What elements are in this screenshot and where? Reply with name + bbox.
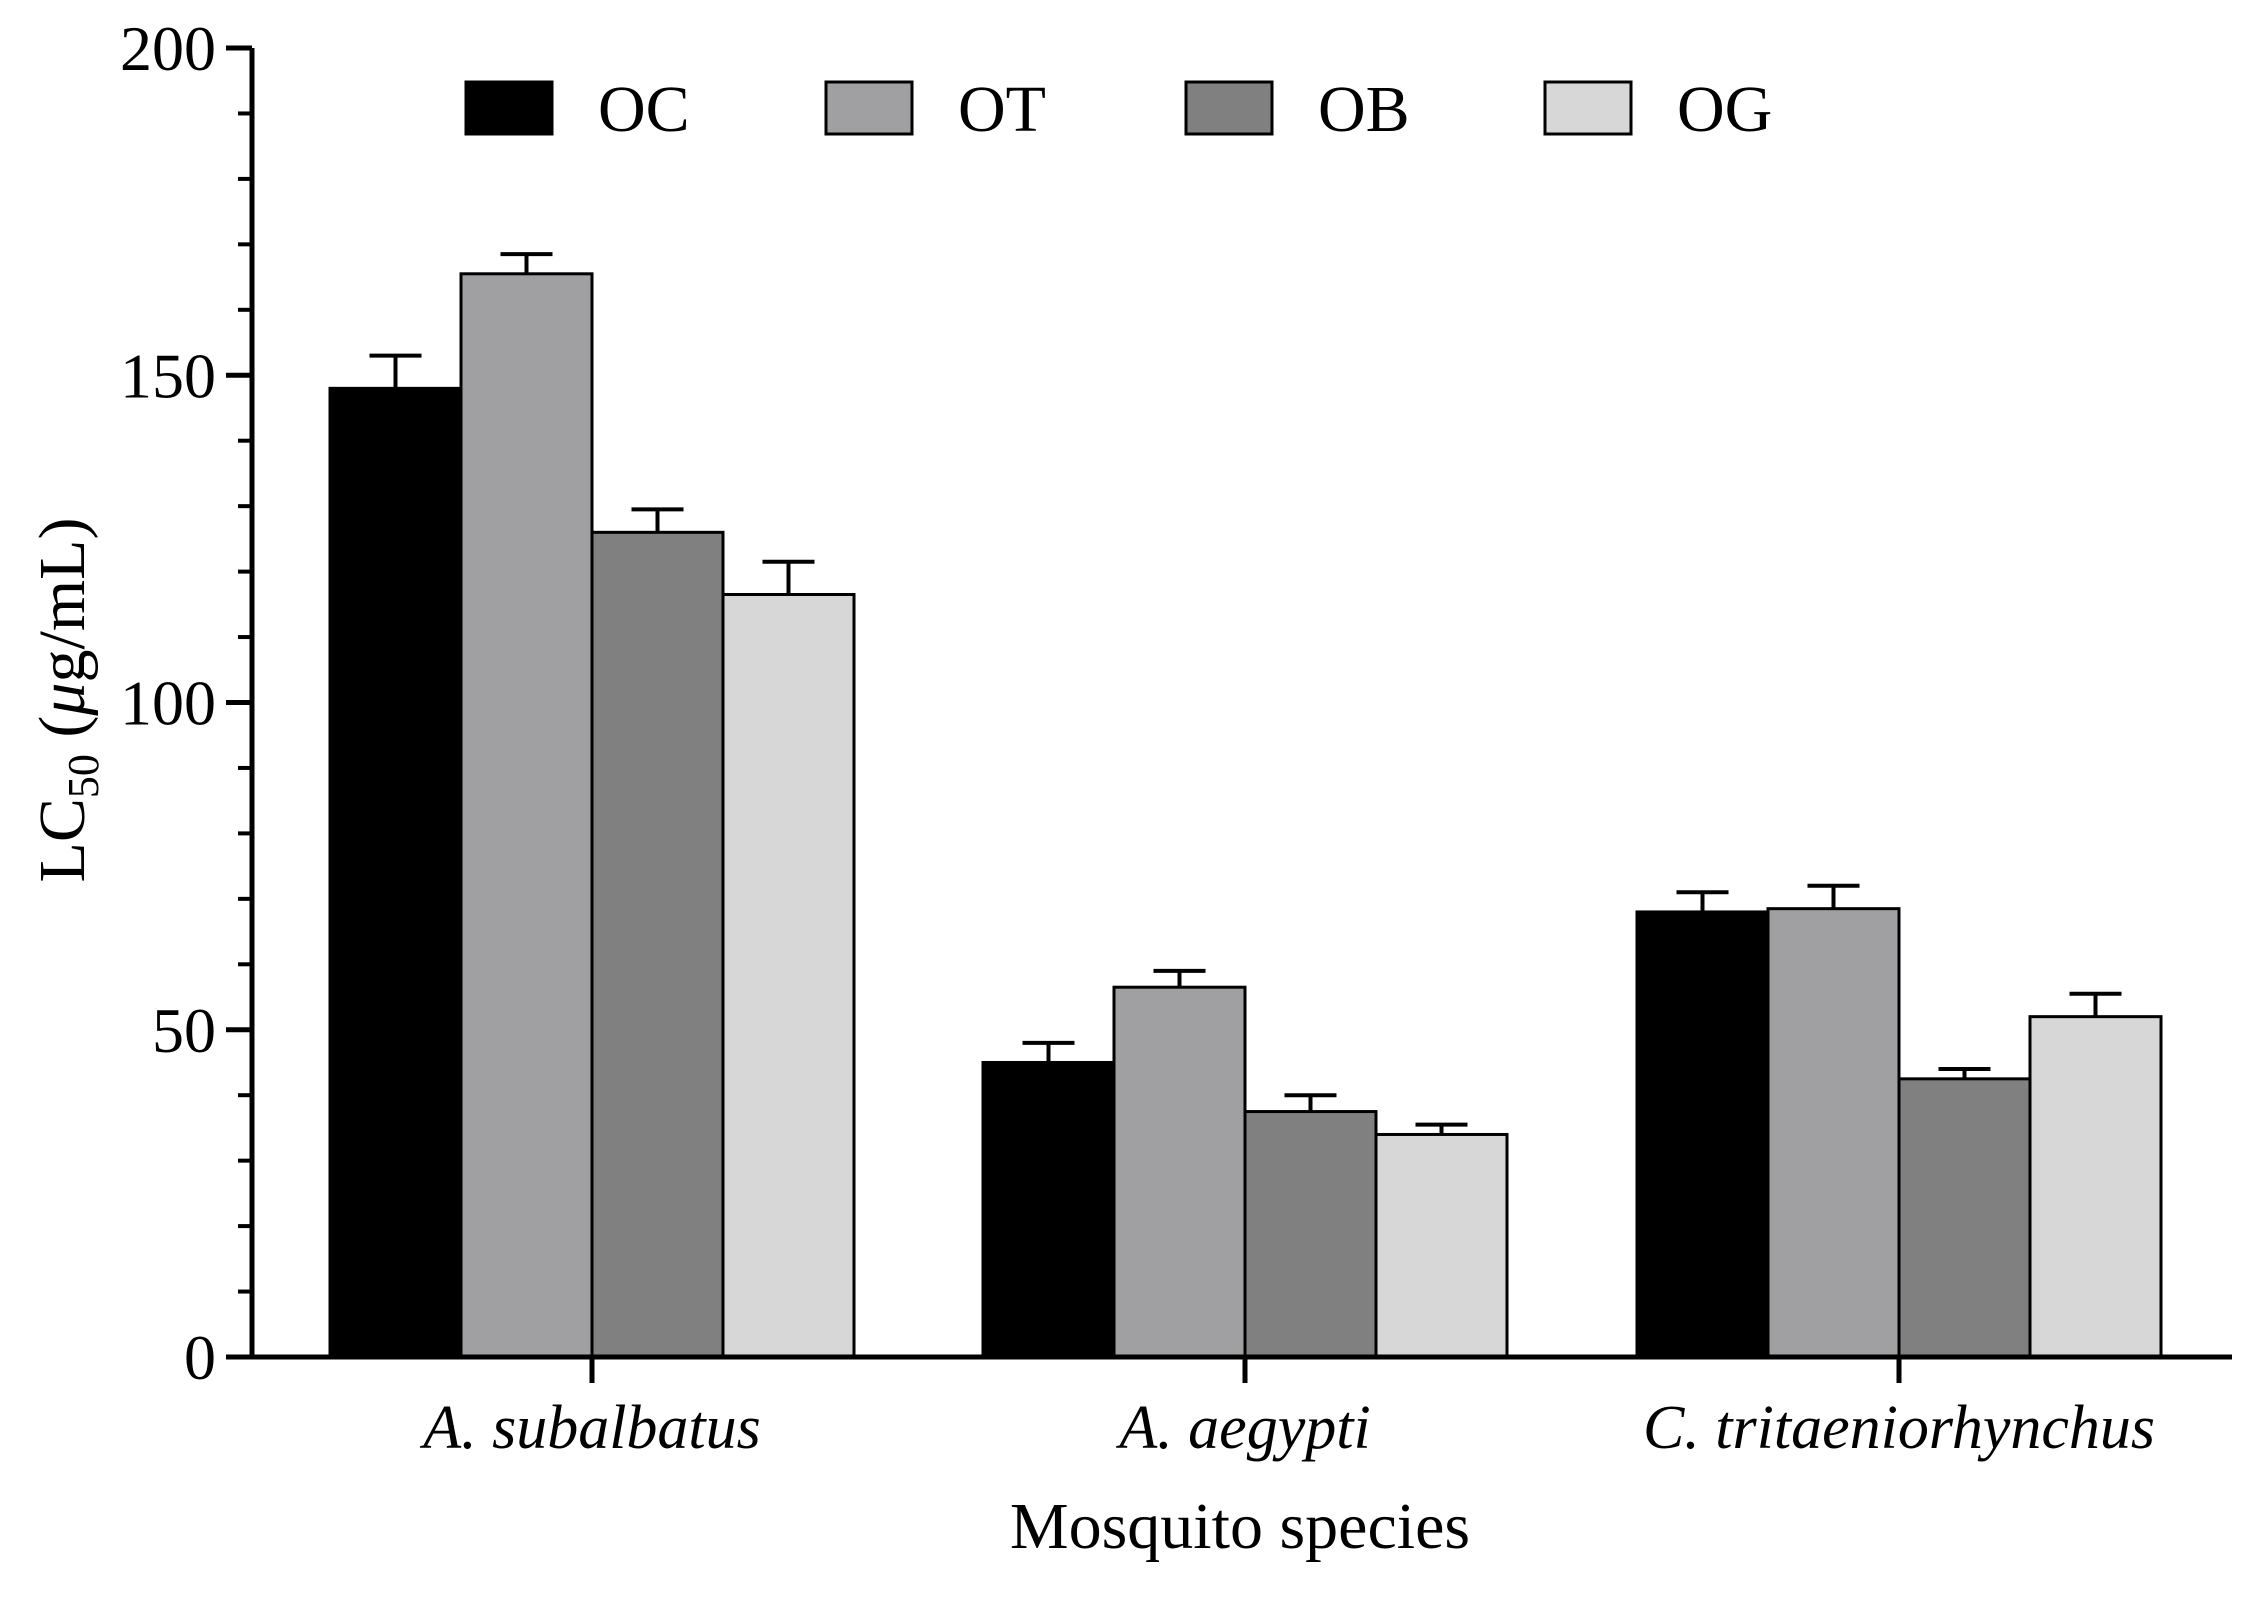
bar-og-2 xyxy=(2028,1015,2163,1359)
y-axis-title-subscript: 50 xyxy=(59,754,108,798)
legend-label-ot: OT xyxy=(958,73,1046,146)
bar-oc-1 xyxy=(981,1060,1116,1359)
bar-oc-2 xyxy=(1635,910,1770,1359)
y-tick-label-100: 100 xyxy=(120,668,216,739)
bar-ob-2 xyxy=(1897,1077,2032,1359)
bars-layer xyxy=(328,252,2163,1359)
labels-layer: 0 50 100 150 200 A. subalbatus A. aegypti C. tr… xyxy=(120,13,2155,1462)
y-tick-label-150: 150 xyxy=(120,340,216,411)
bar-og-1 xyxy=(1374,1132,1509,1359)
axes-layer xyxy=(226,45,2232,1383)
y-axis-title-main: LC xyxy=(26,798,99,882)
y-axis-title-unit-rest: g/mL) xyxy=(26,518,99,683)
legend-label-oc: OC xyxy=(598,73,690,146)
y-tick-label-0: 0 xyxy=(184,1322,216,1393)
bar-ot-1 xyxy=(1112,985,1247,1359)
legend-swatch-oc xyxy=(464,80,554,136)
bar-ob-0 xyxy=(590,530,725,1359)
legend-swatch-ot xyxy=(824,80,914,136)
y-tick-label-200: 200 xyxy=(120,13,216,84)
legend-label-og: OG xyxy=(1677,73,1772,146)
x-tick-label-1: A. aegypti xyxy=(1115,1394,1370,1462)
x-tick-label-2: C. tritaeniorhynchus xyxy=(1643,1394,2155,1462)
y-axis-title-unit-open: ( xyxy=(26,716,99,754)
legend-label-ob: OB xyxy=(1318,73,1410,146)
y-tick-label-50: 50 xyxy=(152,995,216,1066)
y-axis-title-unit-mu: μ xyxy=(26,683,99,717)
bar-og-0 xyxy=(721,593,856,1359)
y-axis-title: LC50 (μg/mL) xyxy=(26,518,108,883)
legend-swatch-ob xyxy=(1184,80,1274,136)
legend: OC OT OB OG xyxy=(464,73,1772,146)
legend-swatch-og xyxy=(1543,80,1633,136)
x-axis-title: Mosquito species xyxy=(1010,1490,1470,1563)
x-tick-label-0: A. subalbatus xyxy=(419,1394,761,1462)
bar-ob-1 xyxy=(1243,1110,1378,1359)
bar-ot-2 xyxy=(1766,907,1901,1359)
bar-oc-0 xyxy=(328,386,463,1359)
bar-ot-0 xyxy=(459,272,594,1359)
